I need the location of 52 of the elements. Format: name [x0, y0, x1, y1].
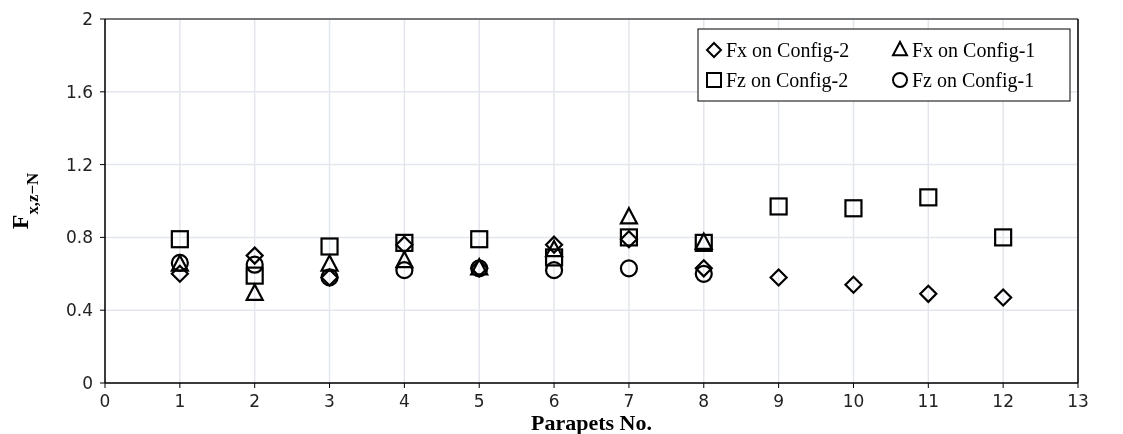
x-tick-label: 10	[842, 391, 865, 411]
y-tick-label: 0.8	[65, 227, 93, 248]
point	[544, 235, 564, 254]
x-tick-label: 8	[698, 391, 710, 411]
x-tick-label: 9	[773, 391, 785, 411]
point	[544, 261, 564, 280]
x-tick-label: 0	[99, 391, 111, 411]
point	[320, 254, 339, 272]
legend-label: Fz on Config-2	[726, 69, 849, 92]
y-tick-label: 0	[82, 373, 93, 393]
point	[994, 228, 1013, 247]
point	[395, 261, 414, 280]
y-tick-label: 0.4	[65, 300, 93, 321]
x-tick-label: 3	[324, 391, 335, 411]
x-tick-label: 2	[249, 391, 261, 411]
point	[844, 199, 863, 218]
point	[544, 239, 564, 258]
point	[245, 266, 264, 285]
point	[619, 207, 639, 225]
point	[170, 264, 189, 283]
x-tick-label: 11	[917, 391, 940, 411]
point	[619, 259, 639, 278]
y-tick-label: 1.6	[65, 81, 93, 102]
point	[245, 246, 264, 265]
point	[769, 268, 788, 287]
y-tick-label: 2	[82, 9, 93, 29]
x-tick-label: 12	[992, 391, 1014, 411]
point	[245, 283, 264, 301]
point	[769, 197, 788, 216]
x-tick-label: 7	[623, 391, 635, 411]
legend-label: Fx on Config-2	[726, 39, 850, 62]
point	[694, 259, 713, 278]
point	[919, 188, 938, 207]
point	[245, 255, 264, 274]
point	[919, 284, 938, 303]
point	[544, 248, 564, 267]
point	[844, 275, 863, 294]
legend-label: Fz on Config-1	[912, 69, 1035, 92]
legend-label: Fx on Config-1	[912, 39, 1036, 62]
point	[170, 230, 189, 249]
point	[994, 288, 1013, 307]
point	[694, 264, 713, 283]
point	[395, 250, 414, 269]
x-tick-label: 4	[398, 391, 410, 411]
x-tick-label: 1	[174, 391, 186, 411]
x-tick-label: 13	[1067, 391, 1089, 411]
point	[320, 237, 339, 256]
x-tick-label: 5	[473, 391, 485, 411]
x-axis-title: Parapets No.	[531, 410, 652, 434]
point	[470, 230, 489, 249]
y-tick-label: 1.2	[65, 154, 93, 175]
x-tick-label: 6	[548, 391, 560, 411]
